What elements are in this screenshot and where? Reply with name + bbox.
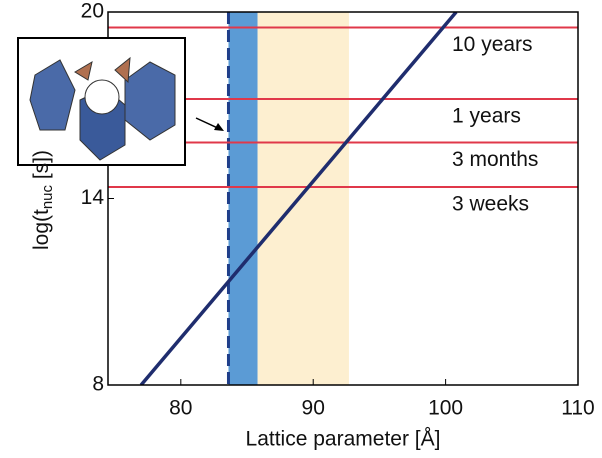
x-tick-label: 80: [169, 397, 192, 420]
threshold-label: 3 months: [452, 148, 538, 171]
line: [139, 12, 458, 385]
y-label-sub: nuc: [39, 184, 56, 209]
threshold-label: 1 years: [452, 105, 521, 128]
y-axis-label: log(tnuc [s]): [30, 150, 56, 250]
x-tick-label: 110: [561, 397, 594, 420]
y-tick-label: 20: [81, 0, 104, 23]
inset-shape: [74, 60, 93, 81]
arrow-head: [214, 123, 224, 131]
x-axis-label: Lattice parameter [Å]: [246, 428, 441, 451]
plot-area: 10 years 1 years 3 months 3 weeks 80 90 100 110…: [81, 0, 595, 420]
plot-content: [108, 12, 578, 385]
y-tick-label: 14: [81, 186, 105, 209]
threshold-label: 10 years: [452, 33, 533, 56]
threshold-label: 3 weeks: [452, 193, 529, 216]
inset-hole: [84, 79, 120, 115]
y-tick-label: 8: [92, 373, 104, 396]
y-label-tail: [s]): [30, 150, 53, 185]
band: [228, 12, 258, 385]
inset-shape: [29, 59, 76, 131]
inset-shape: [124, 61, 176, 141]
x-tick-label: 90: [302, 397, 325, 420]
x-tick-label: 100: [428, 397, 463, 420]
y-label-main: log(t: [30, 209, 53, 250]
inset-shape: [114, 56, 131, 84]
inset: [17, 37, 224, 166]
band: [257, 12, 349, 385]
